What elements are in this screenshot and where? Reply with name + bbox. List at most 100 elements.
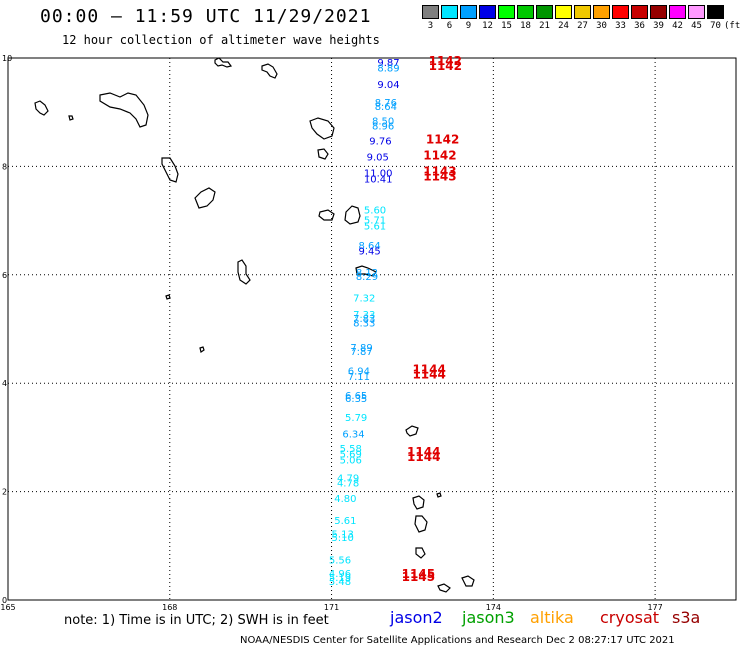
wave-height-value: 6.34 xyxy=(342,429,364,440)
wave-height-value: 7.87 xyxy=(350,347,372,358)
wave-height-value: 6.35 xyxy=(345,394,367,405)
island-outline xyxy=(414,515,428,533)
scale-swatch xyxy=(517,5,534,19)
orbit-label: 1142 xyxy=(429,59,462,73)
wave-height-observations: 9.878.899.048.768.648.508.969.769.0511.0… xyxy=(329,58,400,588)
wave-height-value: 8.64 xyxy=(359,241,381,252)
island-outline xyxy=(34,100,49,116)
wave-height-value: 5.48 xyxy=(329,577,351,588)
wave-height-value: 9.76 xyxy=(369,137,391,148)
scale-swatch xyxy=(612,5,629,19)
wave-height-value: 8.64 xyxy=(375,102,397,113)
wave-height-value: 4.80 xyxy=(334,494,356,505)
island-outline xyxy=(194,187,216,209)
wave-height-value: 5.61 xyxy=(364,221,386,232)
scale-swatch xyxy=(574,5,591,19)
scale-swatch xyxy=(422,5,439,19)
island-outline xyxy=(461,575,475,587)
scale-label: 70 xyxy=(710,21,721,31)
wave-height-value: 9.87 xyxy=(377,58,399,69)
scale-swatch xyxy=(688,5,705,19)
orbit-label: 1145 xyxy=(402,570,435,584)
scale-swatch xyxy=(479,5,496,19)
island-coastlines xyxy=(34,57,475,593)
scale-swatch xyxy=(441,5,458,19)
scale-label: 9 xyxy=(465,21,472,31)
scale-label: 39 xyxy=(653,21,664,31)
latitude-tick: 10 xyxy=(2,54,12,63)
scale-unit: (ft) xyxy=(724,21,740,31)
island-outline xyxy=(318,209,335,221)
scale-label: 18 xyxy=(520,21,531,31)
wave-height-value: 8.50 xyxy=(372,117,394,128)
island-outline xyxy=(405,425,419,437)
wave-height-value: 5.60 xyxy=(364,206,386,217)
orbit-label: 1144 xyxy=(412,362,445,376)
orbit-label: 1144 xyxy=(407,445,440,459)
longitude-tick: 171 xyxy=(324,603,339,612)
wave-height-value: 8.12 xyxy=(356,268,378,279)
scale-label: 36 xyxy=(634,21,645,31)
scale-label: 21 xyxy=(539,21,550,31)
scale-swatch xyxy=(498,5,515,19)
island-outline xyxy=(68,115,74,121)
scale-label: 42 xyxy=(672,21,683,31)
wave-height-value: 9.04 xyxy=(377,80,399,91)
scale-label: 12 xyxy=(482,21,493,31)
wave-height-value: 9.05 xyxy=(367,152,389,163)
island-outline xyxy=(415,547,426,559)
map-title: 00:00 – 11:59 UTC 11/29/2021 xyxy=(40,6,372,27)
scale-swatch xyxy=(460,5,477,19)
latitude-tick: 8 xyxy=(2,162,7,171)
longitude-tick: 177 xyxy=(647,603,662,612)
orbit-label: 1142 xyxy=(426,133,459,147)
map-subtitle: 12 hour collection of altimeter wave hei… xyxy=(62,33,380,47)
wave-height-value: 5.10 xyxy=(332,533,354,544)
scale-label: 45 xyxy=(691,21,702,31)
wave-height-value: 8.76 xyxy=(375,98,397,109)
orbit-label: 1143 xyxy=(423,169,456,183)
island-outline xyxy=(309,117,335,140)
wave-height-value: 5.19 xyxy=(329,573,351,584)
wave-height-value: 5.13 xyxy=(332,530,354,541)
wave-height-value: 8.96 xyxy=(372,122,394,133)
wave-height-value: 11.00 xyxy=(364,169,393,180)
orbit-label: 1143 xyxy=(423,165,456,179)
wave-height-value: 5.56 xyxy=(329,556,351,567)
wave-height-value: 7.89 xyxy=(350,343,372,354)
lat-lon-grid: 165 168 171 174 177 0 2 4 6 8 10 xyxy=(0,54,737,612)
wave-height-value: 6.94 xyxy=(348,367,370,378)
wave-height-value: 5.58 xyxy=(340,444,362,455)
credit-line: NOAA/NESDIS Center for Satellite Applica… xyxy=(240,635,675,646)
island-outline xyxy=(317,148,329,160)
wave-height-value: 5.06 xyxy=(340,455,362,466)
wave-height-value: 5.79 xyxy=(345,413,367,424)
scale-label: 6 xyxy=(446,21,453,31)
orbit-label: 1144 xyxy=(407,450,440,464)
island-outline xyxy=(237,259,251,285)
island-outline xyxy=(99,92,149,128)
legend-jason3: jason3 xyxy=(462,608,515,627)
footnote: note: 1) Time is in UTC; 2) SWH is in fe… xyxy=(64,613,329,628)
scale-swatch xyxy=(536,5,553,19)
legend-cryosat: cryosat xyxy=(600,608,660,627)
wave-height-value: 4.78 xyxy=(337,479,359,490)
scale-swatch xyxy=(593,5,610,19)
latitude-tick: 6 xyxy=(2,271,7,280)
island-outline xyxy=(165,294,171,300)
wave-height-value: 8.33 xyxy=(353,318,375,329)
wave-height-value: 5.71 xyxy=(364,215,386,226)
orbit-label: 1144 xyxy=(412,367,445,381)
latitude-tick: 2 xyxy=(2,488,7,497)
scale-label: 30 xyxy=(596,21,607,31)
legend-s3a: s3a xyxy=(672,608,701,627)
scale-label: 24 xyxy=(558,21,569,31)
wave-height-value: 8.29 xyxy=(356,272,378,283)
scale-label: 27 xyxy=(577,21,588,31)
wave-height-value: 5.61 xyxy=(334,516,356,527)
island-outline xyxy=(355,265,377,277)
wave-height-value: 9.45 xyxy=(359,247,381,258)
island-outline xyxy=(214,57,233,68)
wave-height-value: 7.83 xyxy=(353,314,375,325)
